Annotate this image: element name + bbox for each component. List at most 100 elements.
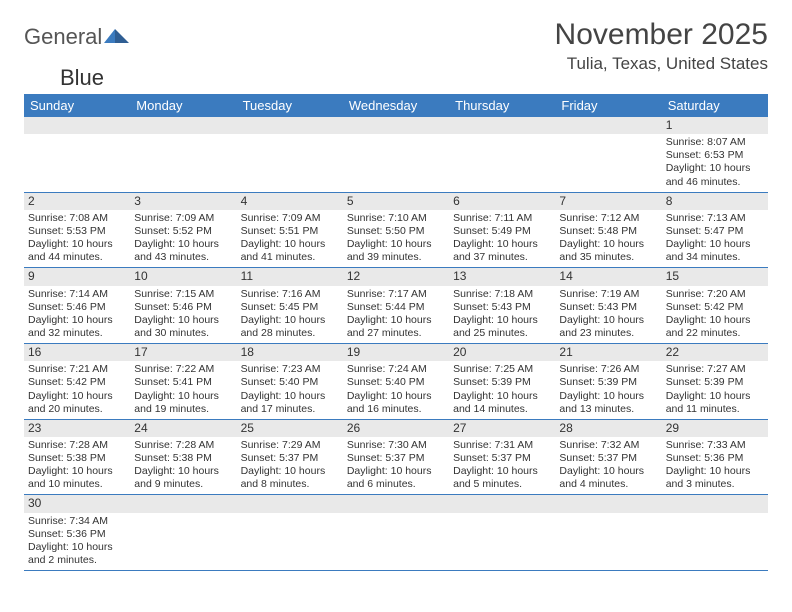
day-number: 18 <box>237 344 343 361</box>
day-number: 29 <box>662 420 768 437</box>
calendar-cell: 8Sunrise: 7:13 AMSunset: 5:47 PMDaylight… <box>662 192 768 268</box>
calendar-row: 16Sunrise: 7:21 AMSunset: 5:42 PMDayligh… <box>24 344 768 420</box>
calendar-cell-empty <box>343 495 449 571</box>
day-details: Sunrise: 7:21 AMSunset: 5:42 PMDaylight:… <box>24 361 130 419</box>
calendar-cell: 11Sunrise: 7:16 AMSunset: 5:45 PMDayligh… <box>237 268 343 344</box>
day-details: Sunrise: 7:34 AMSunset: 5:36 PMDaylight:… <box>24 513 130 571</box>
logo: General <box>24 24 130 50</box>
day-number: 7 <box>555 193 661 210</box>
calendar-page: General November 2025 Tulia, Texas, Unit… <box>0 0 792 571</box>
day-number: 21 <box>555 344 661 361</box>
day-details: Sunrise: 7:18 AMSunset: 5:43 PMDaylight:… <box>449 286 555 344</box>
calendar-cell: 26Sunrise: 7:30 AMSunset: 5:37 PMDayligh… <box>343 419 449 495</box>
weekday-header: Tuesday <box>237 94 343 117</box>
title-month: November 2025 <box>555 18 768 52</box>
day-details: Sunrise: 7:08 AMSunset: 5:53 PMDaylight:… <box>24 210 130 268</box>
calendar-cell: 3Sunrise: 7:09 AMSunset: 5:52 PMDaylight… <box>130 192 236 268</box>
day-number: 9 <box>24 268 130 285</box>
day-number: 17 <box>130 344 236 361</box>
day-details: Sunrise: 7:19 AMSunset: 5:43 PMDaylight:… <box>555 286 661 344</box>
calendar-cell: 25Sunrise: 7:29 AMSunset: 5:37 PMDayligh… <box>237 419 343 495</box>
calendar-cell: 6Sunrise: 7:11 AMSunset: 5:49 PMDaylight… <box>449 192 555 268</box>
day-number: 15 <box>662 268 768 285</box>
day-number: 5 <box>343 193 449 210</box>
day-details: Sunrise: 7:28 AMSunset: 5:38 PMDaylight:… <box>130 437 236 495</box>
calendar-cell: 4Sunrise: 7:09 AMSunset: 5:51 PMDaylight… <box>237 192 343 268</box>
weekday-header: Thursday <box>449 94 555 117</box>
calendar-cell: 17Sunrise: 7:22 AMSunset: 5:41 PMDayligh… <box>130 344 236 420</box>
day-number: 27 <box>449 420 555 437</box>
day-number: 12 <box>343 268 449 285</box>
day-number: 22 <box>662 344 768 361</box>
day-number: 6 <box>449 193 555 210</box>
calendar-cell: 20Sunrise: 7:25 AMSunset: 5:39 PMDayligh… <box>449 344 555 420</box>
day-details: Sunrise: 7:17 AMSunset: 5:44 PMDaylight:… <box>343 286 449 344</box>
day-details: Sunrise: 7:32 AMSunset: 5:37 PMDaylight:… <box>555 437 661 495</box>
calendar-cell: 18Sunrise: 7:23 AMSunset: 5:40 PMDayligh… <box>237 344 343 420</box>
day-details: Sunrise: 7:20 AMSunset: 5:42 PMDaylight:… <box>662 286 768 344</box>
calendar-cell: 15Sunrise: 7:20 AMSunset: 5:42 PMDayligh… <box>662 268 768 344</box>
weekday-header-row: Sunday Monday Tuesday Wednesday Thursday… <box>24 94 768 117</box>
calendar-cell-empty <box>343 117 449 192</box>
calendar-row: 9Sunrise: 7:14 AMSunset: 5:46 PMDaylight… <box>24 268 768 344</box>
day-number: 26 <box>343 420 449 437</box>
calendar-cell-empty <box>237 495 343 571</box>
calendar-cell: 30Sunrise: 7:34 AMSunset: 5:36 PMDayligh… <box>24 495 130 571</box>
calendar-cell-empty <box>555 117 661 192</box>
weekday-header: Saturday <box>662 94 768 117</box>
calendar-cell: 2Sunrise: 7:08 AMSunset: 5:53 PMDaylight… <box>24 192 130 268</box>
day-number: 23 <box>24 420 130 437</box>
day-number: 16 <box>24 344 130 361</box>
calendar-cell-empty <box>449 117 555 192</box>
calendar-cell: 21Sunrise: 7:26 AMSunset: 5:39 PMDayligh… <box>555 344 661 420</box>
day-details: Sunrise: 7:24 AMSunset: 5:40 PMDaylight:… <box>343 361 449 419</box>
day-number: 8 <box>662 193 768 210</box>
day-details: Sunrise: 7:14 AMSunset: 5:46 PMDaylight:… <box>24 286 130 344</box>
calendar-cell-empty <box>449 495 555 571</box>
day-details: Sunrise: 7:33 AMSunset: 5:36 PMDaylight:… <box>662 437 768 495</box>
calendar-cell: 24Sunrise: 7:28 AMSunset: 5:38 PMDayligh… <box>130 419 236 495</box>
calendar-cell: 14Sunrise: 7:19 AMSunset: 5:43 PMDayligh… <box>555 268 661 344</box>
day-number: 13 <box>449 268 555 285</box>
calendar-cell: 7Sunrise: 7:12 AMSunset: 5:48 PMDaylight… <box>555 192 661 268</box>
day-details: Sunrise: 7:28 AMSunset: 5:38 PMDaylight:… <box>24 437 130 495</box>
calendar-table: Sunday Monday Tuesday Wednesday Thursday… <box>24 94 768 571</box>
day-details: Sunrise: 7:30 AMSunset: 5:37 PMDaylight:… <box>343 437 449 495</box>
day-details: Sunrise: 7:09 AMSunset: 5:51 PMDaylight:… <box>237 210 343 268</box>
weekday-header: Sunday <box>24 94 130 117</box>
calendar-cell: 12Sunrise: 7:17 AMSunset: 5:44 PMDayligh… <box>343 268 449 344</box>
day-number: 25 <box>237 420 343 437</box>
calendar-cell: 22Sunrise: 7:27 AMSunset: 5:39 PMDayligh… <box>662 344 768 420</box>
calendar-body: 1Sunrise: 8:07 AMSunset: 6:53 PMDaylight… <box>24 117 768 571</box>
calendar-cell-empty <box>130 117 236 192</box>
day-details: Sunrise: 7:13 AMSunset: 5:47 PMDaylight:… <box>662 210 768 268</box>
calendar-row: 23Sunrise: 7:28 AMSunset: 5:38 PMDayligh… <box>24 419 768 495</box>
day-number: 4 <box>237 193 343 210</box>
calendar-cell: 1Sunrise: 8:07 AMSunset: 6:53 PMDaylight… <box>662 117 768 192</box>
weekday-header: Monday <box>130 94 236 117</box>
calendar-cell-empty <box>555 495 661 571</box>
calendar-cell: 19Sunrise: 7:24 AMSunset: 5:40 PMDayligh… <box>343 344 449 420</box>
day-details: Sunrise: 7:25 AMSunset: 5:39 PMDaylight:… <box>449 361 555 419</box>
calendar-cell: 27Sunrise: 7:31 AMSunset: 5:37 PMDayligh… <box>449 419 555 495</box>
calendar-cell: 5Sunrise: 7:10 AMSunset: 5:50 PMDaylight… <box>343 192 449 268</box>
logo-icon <box>102 24 130 50</box>
day-details: Sunrise: 7:26 AMSunset: 5:39 PMDaylight:… <box>555 361 661 419</box>
day-details: Sunrise: 7:10 AMSunset: 5:50 PMDaylight:… <box>343 210 449 268</box>
calendar-cell-empty <box>130 495 236 571</box>
calendar-cell-empty <box>237 117 343 192</box>
logo-text-1: General <box>24 24 102 50</box>
day-details: Sunrise: 7:12 AMSunset: 5:48 PMDaylight:… <box>555 210 661 268</box>
day-details: Sunrise: 7:31 AMSunset: 5:37 PMDaylight:… <box>449 437 555 495</box>
day-details: Sunrise: 7:11 AMSunset: 5:49 PMDaylight:… <box>449 210 555 268</box>
day-number: 14 <box>555 268 661 285</box>
weekday-header: Wednesday <box>343 94 449 117</box>
day-number: 3 <box>130 193 236 210</box>
calendar-cell-empty <box>662 495 768 571</box>
day-number: 30 <box>24 495 130 512</box>
day-number: 24 <box>130 420 236 437</box>
day-details: Sunrise: 7:09 AMSunset: 5:52 PMDaylight:… <box>130 210 236 268</box>
day-number: 2 <box>24 193 130 210</box>
logo-text-2: Blue <box>60 65 104 90</box>
day-number: 28 <box>555 420 661 437</box>
